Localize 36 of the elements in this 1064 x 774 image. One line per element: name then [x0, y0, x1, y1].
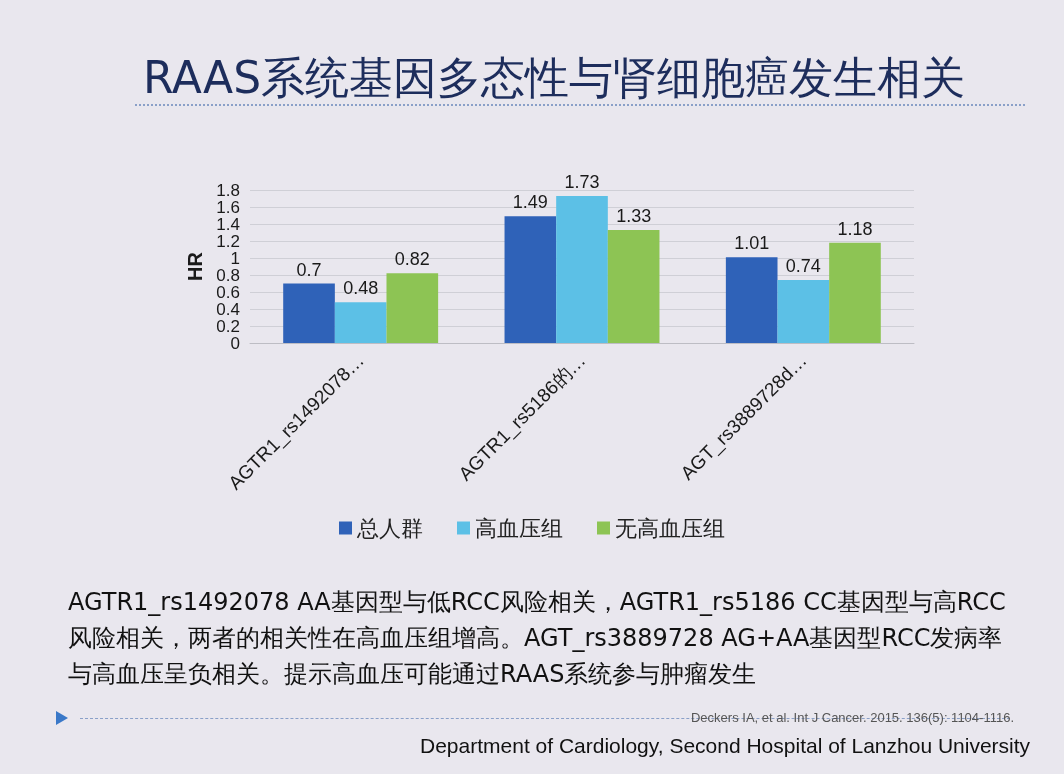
data-label: 1.73	[564, 171, 600, 192]
text: Deckers IA, et al. Int J Cancer. 2015. 136(5): 1104-1116.	[690, 710, 1014, 725]
data-label: 1.01	[734, 233, 770, 254]
data-label: 1.49	[512, 192, 548, 213]
y-tick-label: 1.8	[216, 180, 240, 200]
y-tick-label: 0.2	[216, 316, 240, 336]
legend-label: 高血压组	[475, 515, 563, 541]
bar	[777, 280, 830, 343]
data-label: 0.82	[394, 249, 430, 270]
bar	[504, 216, 557, 343]
bar	[829, 242, 881, 343]
bar	[386, 273, 439, 343]
y-tick-label: 0.4	[216, 299, 240, 319]
bar	[607, 229, 660, 343]
y-tick-label: 1	[230, 248, 240, 268]
legend-label: 无高血压组	[615, 515, 725, 541]
text: AGTR1_rs1492078 AA基因型与低RCC风险相关，AGTR1_rs5186 CC基因型与高RCC风险相关，两者的相关性在高血压组增高。AGT_rs3889728 AG+AA基因型RCC发病率与高血压呈负相关。提示高血压可能通过RAAS系统参与肿瘤发生	[68, 587, 1007, 690]
y-tick-label: 0.6	[216, 282, 240, 302]
bar	[556, 195, 608, 343]
data-label: 1.18	[837, 218, 873, 239]
y-tick-label: 0	[230, 333, 240, 353]
y-axis-title: HR	[184, 251, 207, 281]
data-label: 0.7	[296, 259, 322, 280]
data-label: 0.48	[343, 278, 379, 299]
y-tick-label: 1.6	[216, 197, 240, 217]
bar	[725, 257, 778, 343]
text: Department of Cardiology, Second Hospital of Lanzhou University	[420, 734, 1031, 758]
legend-label: 总人群	[356, 515, 423, 541]
chart-title: RAAS系统基因多态性与肾细胞癌发生相关	[143, 51, 966, 103]
bar	[283, 283, 335, 343]
y-tick-label: 1.4	[216, 214, 240, 234]
y-tick-label: 0.8	[216, 265, 240, 285]
data-label: 0.74	[785, 256, 821, 277]
y-tick-label: 1.2	[216, 231, 240, 251]
data-label: 1.33	[616, 205, 652, 226]
bar	[334, 302, 387, 343]
